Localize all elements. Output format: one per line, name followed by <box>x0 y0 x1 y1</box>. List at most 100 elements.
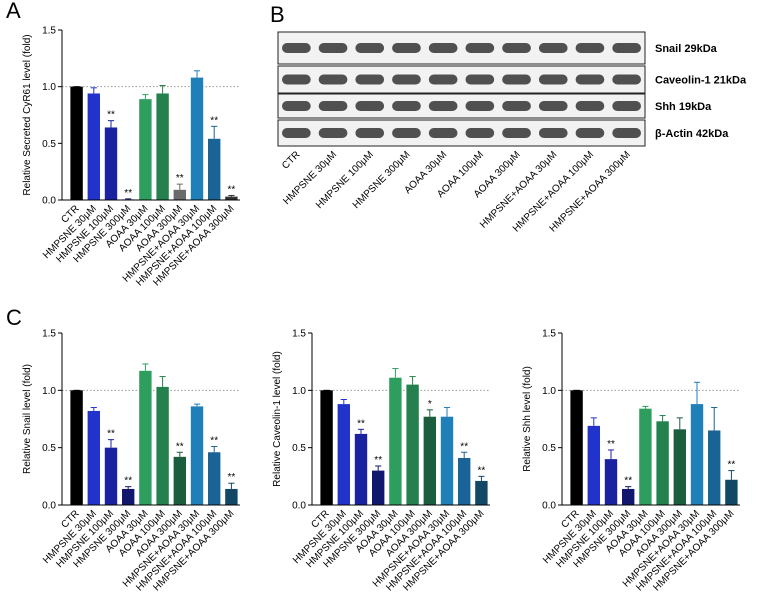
bar <box>156 93 169 200</box>
blot-band <box>538 101 568 111</box>
blot-band <box>502 101 531 111</box>
blot-band <box>355 101 385 111</box>
y-axis-label: Relative Secreted CyR61 level (fold) <box>22 34 33 195</box>
blot-band <box>428 101 458 111</box>
bar <box>104 127 118 200</box>
significance-label: ** <box>107 429 115 440</box>
blot-band <box>355 43 385 53</box>
significance-label: ** <box>374 455 382 466</box>
y-tick-label: 0.0 <box>292 501 306 512</box>
bar <box>406 384 419 505</box>
y-tick-label: 1.5 <box>42 26 56 37</box>
blot-band <box>538 128 568 138</box>
bar <box>320 390 333 505</box>
y-tick-label: 0.0 <box>42 501 56 512</box>
bar <box>70 390 83 505</box>
blot-band <box>355 128 385 138</box>
significance-label: ** <box>478 465 486 476</box>
bar <box>656 421 669 505</box>
y-tick-label: 0.5 <box>292 443 306 454</box>
significance-label: ** <box>210 115 218 126</box>
significance-label: ** <box>728 460 736 471</box>
blot-band <box>465 128 495 138</box>
significance-label: ** <box>228 472 236 483</box>
blot-band <box>355 74 385 85</box>
y-tick-label: 0.0 <box>42 196 56 207</box>
blot-row-label: Caveolin-1 21kDa <box>655 75 747 87</box>
y-tick-label: 1.0 <box>42 386 56 397</box>
bar <box>372 470 385 505</box>
bar <box>639 408 652 505</box>
significance-label: ** <box>210 436 218 447</box>
bar <box>475 480 488 505</box>
significance-label: ** <box>107 110 115 121</box>
panel-label: C <box>6 305 22 330</box>
blot-band <box>428 128 458 138</box>
y-tick-label: 1.0 <box>292 386 306 397</box>
bar <box>423 416 436 505</box>
bar <box>190 77 204 200</box>
bar <box>673 429 686 505</box>
blot-lane-label: CTR <box>280 149 302 171</box>
significance-label: ** <box>124 188 132 199</box>
significance-label: ** <box>124 476 132 487</box>
blot-band <box>612 101 641 111</box>
bar <box>139 370 152 505</box>
bar <box>156 386 169 505</box>
bar <box>225 196 238 200</box>
bar <box>70 86 83 200</box>
blot-band <box>502 128 531 138</box>
y-tick-label: 0.5 <box>42 139 56 150</box>
blot-band <box>538 43 568 53</box>
blot-row-label: β-Actin 42kDa <box>655 128 729 140</box>
blot-band <box>465 74 495 85</box>
blot-band <box>318 74 348 85</box>
y-tick-label: 1.0 <box>42 82 56 93</box>
blot-band <box>318 101 348 111</box>
blot-band <box>502 74 531 85</box>
panel-label: B <box>270 2 285 27</box>
bar <box>440 416 454 505</box>
blot-band <box>575 74 605 85</box>
blot-band <box>318 128 348 138</box>
blot-band <box>575 101 605 111</box>
blot-band <box>282 128 311 138</box>
bar <box>190 406 204 505</box>
y-axis-label: Relative Snail level (fold) <box>22 364 33 474</box>
panel-label: A <box>6 0 21 23</box>
significance-label: ** <box>176 173 184 184</box>
bar <box>173 456 186 505</box>
bar <box>173 189 186 200</box>
bar <box>690 404 704 505</box>
bar <box>389 377 402 505</box>
blot-band <box>282 43 311 53</box>
significance-label: ** <box>607 439 615 450</box>
bar <box>622 488 635 505</box>
blot-row-label: Shh 19kDa <box>655 101 712 113</box>
significance-label: ** <box>228 184 236 195</box>
blot-band <box>612 128 641 138</box>
significance-label: ** <box>176 441 184 452</box>
blot-band <box>575 43 605 53</box>
blot-band <box>575 128 605 138</box>
blot-band <box>612 43 641 53</box>
blot-band <box>465 43 495 53</box>
blot-band <box>502 43 531 53</box>
blot-band <box>392 101 421 111</box>
significance-label: ** <box>357 418 365 429</box>
bar <box>225 488 238 505</box>
y-tick-label: 0.0 <box>542 501 556 512</box>
blot-band <box>282 74 311 85</box>
bar <box>208 138 221 200</box>
significance-label: ** <box>460 441 468 452</box>
y-axis-label: Relative Caveolin-1 level (fold) <box>272 351 283 487</box>
y-tick-label: 0.5 <box>42 443 56 454</box>
significance-label: ** <box>624 476 632 487</box>
blot-band <box>392 74 421 85</box>
blot-band <box>538 74 568 85</box>
blot-band <box>318 43 348 53</box>
blot-band <box>612 74 641 85</box>
significance-label: * <box>428 399 432 410</box>
blot-row-label: Snail 29kDa <box>655 43 718 55</box>
